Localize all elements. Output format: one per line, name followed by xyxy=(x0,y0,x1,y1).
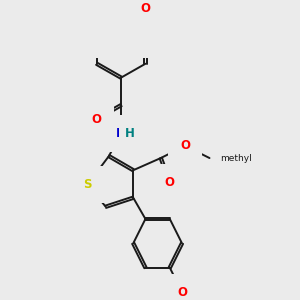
Text: N: N xyxy=(116,127,126,140)
Text: O: O xyxy=(92,112,102,126)
Text: O: O xyxy=(180,140,190,152)
Text: methyl: methyl xyxy=(220,154,252,163)
Text: S: S xyxy=(83,178,92,191)
Text: H: H xyxy=(125,127,135,140)
Text: O: O xyxy=(140,2,150,15)
Text: O: O xyxy=(177,286,187,298)
Text: O: O xyxy=(165,176,175,189)
